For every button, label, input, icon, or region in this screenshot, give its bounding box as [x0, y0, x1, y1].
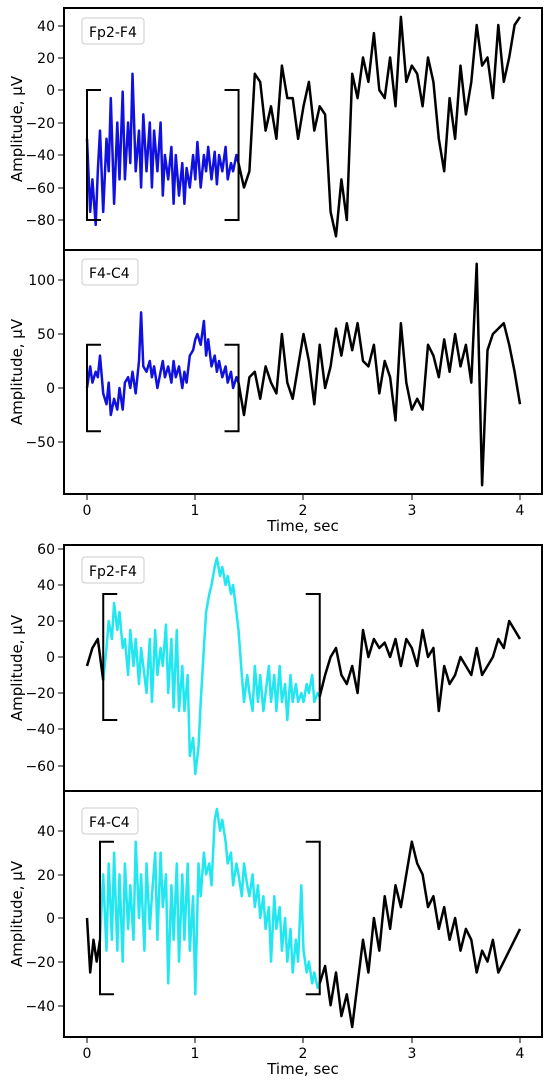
panel-3-plot-area — [85, 556, 522, 776]
legend-box — [81, 807, 139, 835]
ytick-label: −80 — [25, 213, 55, 229]
panel-1-plot-area — [85, 15, 522, 238]
ytick-label: −20 — [25, 955, 55, 971]
signal-line — [237, 15, 522, 238]
right-bracket — [224, 343, 240, 433]
legend-box — [81, 17, 145, 45]
legend-box — [81, 258, 139, 286]
xtick-label: 2 — [299, 1046, 308, 1062]
xtick-label: 4 — [516, 1046, 525, 1062]
panel-1-legend: Fp2-F4 — [81, 17, 145, 45]
ytick-label: 100 — [28, 273, 55, 289]
left-bracket — [102, 593, 118, 721]
ytick-label: −40 — [25, 999, 55, 1015]
panel-4-f4-c4: 40 20 0 −20 −40 Amplitude, μV F4-C4 0 1 … — [8, 790, 543, 1078]
ytick-label: 60 — [37, 542, 55, 558]
panel-2-f4-c4: 100 50 0 −50 Amplitude, μV F4-C4 0 1 2 3… — [8, 249, 543, 535]
group-1-x-axis: 0 1 2 3 4 Time, sec — [83, 494, 525, 535]
legend-box — [81, 556, 145, 584]
xtick-label: 3 — [408, 503, 417, 519]
right-bracket — [224, 89, 240, 221]
signal-line — [85, 917, 102, 974]
xtick-label: 3 — [408, 1046, 417, 1062]
xtick-label: 2 — [299, 503, 308, 519]
ytick-label: 0 — [46, 650, 55, 666]
ytick-label: 0 — [46, 381, 55, 397]
ytick-label: −60 — [25, 181, 55, 197]
legend-label: F4-C4 — [89, 266, 130, 282]
highlighted-segment-line — [85, 72, 240, 227]
x-axis-label: Time, sec — [266, 1060, 339, 1078]
panel-1-yticks: 40 20 0 −20 −40 −60 −80 — [25, 19, 64, 229]
panel-4-legend: F4-C4 — [81, 807, 139, 835]
legend-label: F4-C4 — [89, 815, 130, 831]
ytick-label: 20 — [37, 868, 55, 884]
panel-4-plot-area — [85, 807, 522, 1029]
xtick-label: 1 — [191, 503, 200, 519]
ytick-label: −40 — [25, 148, 55, 164]
left-bracket — [98, 840, 114, 996]
group-2-x-axis: 0 1 2 3 4 Time, sec — [83, 1037, 525, 1078]
ytick-label: 40 — [37, 824, 55, 840]
panel-1-fp2-f4: 40 20 0 −20 −40 −60 −80 Amplitude, μV Fp… — [8, 7, 543, 251]
xtick-label: 0 — [83, 503, 92, 519]
ytick-label: 20 — [37, 51, 55, 67]
legend-label: Fp2-F4 — [89, 564, 137, 580]
signal-line — [318, 840, 522, 1029]
right-bracket — [305, 840, 321, 996]
highlighted-segment-line — [85, 311, 240, 417]
y-axis-label: Amplitude, μV — [8, 860, 26, 967]
panel-2-yticks: 100 50 0 −50 — [25, 273, 64, 451]
y-axis-label: Amplitude, μV — [8, 75, 26, 182]
ytick-label: 40 — [37, 578, 55, 594]
ytick-label: −20 — [25, 116, 55, 132]
signal-line — [318, 619, 522, 713]
xtick-label: 0 — [83, 1046, 92, 1062]
highlighted-segment-line — [101, 556, 321, 776]
panel-2-legend: F4-C4 — [81, 258, 139, 286]
ytick-label: −20 — [25, 686, 55, 702]
panel-4-yticks: 40 20 0 −20 −40 — [25, 824, 64, 1015]
xtick-label: 4 — [516, 503, 525, 519]
ytick-label: 50 — [37, 327, 55, 343]
xtick-label: 1 — [191, 1046, 200, 1062]
ytick-label: 0 — [46, 83, 55, 99]
panel-3-yticks: 60 40 20 0 −20 −40 −60 — [25, 542, 64, 775]
panel-3-legend: Fp2-F4 — [81, 556, 145, 584]
ytick-label: 0 — [46, 911, 55, 927]
panel-2-plot-area — [85, 262, 522, 487]
panel-3-fp2-f4: 60 40 20 0 −20 −40 −60 Amplitude, μV Fp2… — [8, 542, 543, 792]
ytick-label: −60 — [25, 759, 55, 775]
right-bracket — [305, 593, 321, 721]
ytick-label: −50 — [25, 435, 55, 451]
y-axis-label: Amplitude, μV — [8, 318, 26, 425]
signal-line — [85, 637, 105, 681]
ytick-label: 40 — [37, 19, 55, 35]
x-axis-label: Time, sec — [266, 517, 339, 535]
left-bracket — [86, 89, 101, 221]
signal-line — [237, 262, 522, 487]
highlighted-segment-line — [98, 807, 321, 996]
left-bracket — [86, 343, 101, 433]
ytick-label: −40 — [25, 722, 55, 738]
y-axis-label: Amplitude, μV — [8, 614, 26, 721]
ytick-label: 20 — [37, 614, 55, 630]
legend-label: Fp2-F4 — [89, 25, 137, 41]
